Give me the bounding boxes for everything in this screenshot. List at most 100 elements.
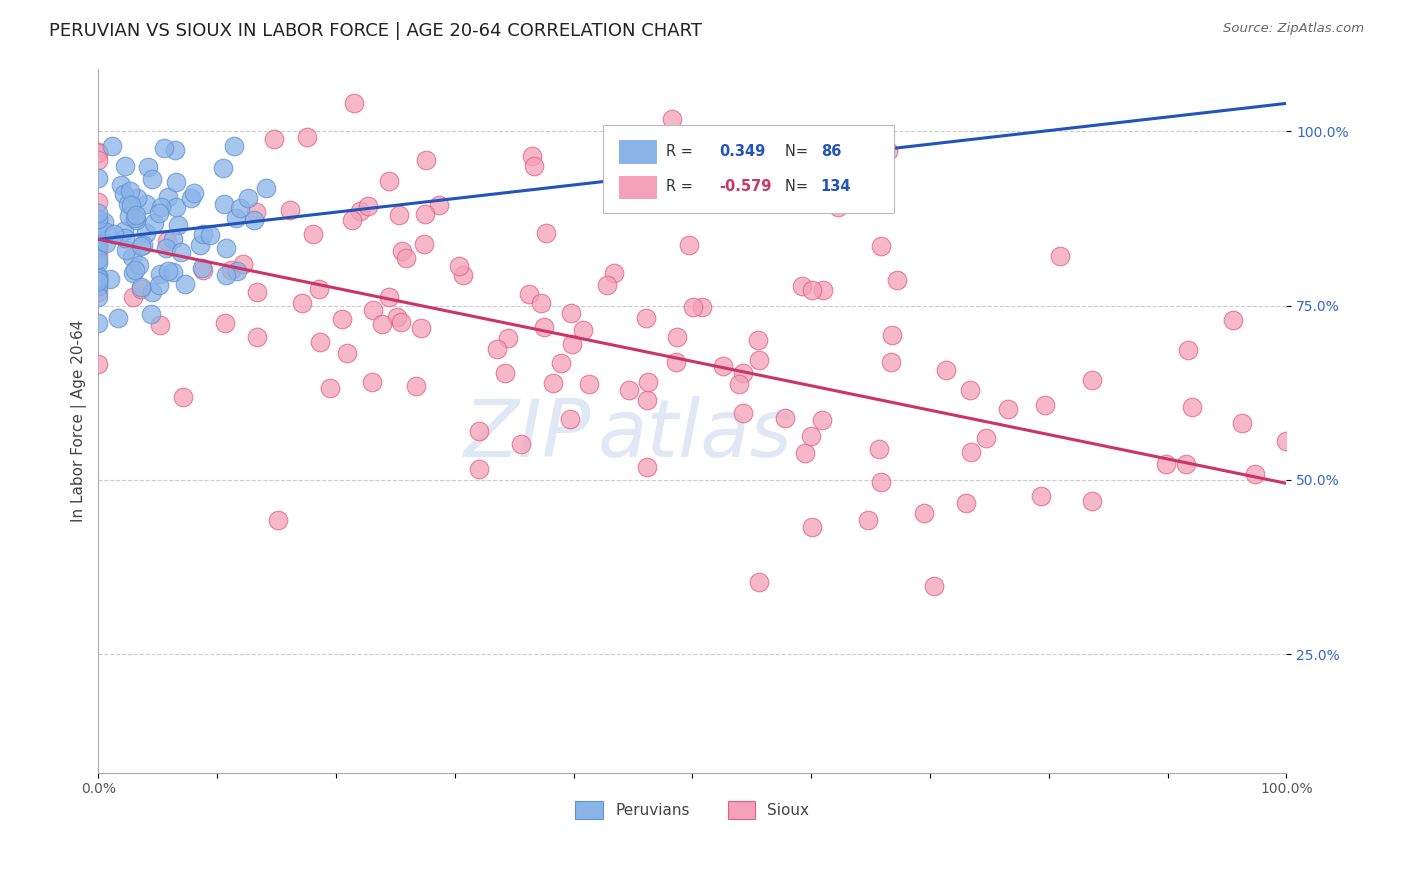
Point	[308, 282, 330, 296]
Point	[121, 250, 143, 264]
Point	[115, 243, 138, 257]
Point	[225, 264, 247, 278]
Point	[415, 207, 437, 221]
Point	[1275, 434, 1298, 448]
Point	[509, 437, 531, 451]
Point	[211, 161, 233, 175]
Text: atlas: atlas	[598, 396, 792, 474]
Point	[388, 208, 411, 222]
Point	[571, 323, 593, 337]
Point	[517, 286, 540, 301]
Point	[117, 197, 139, 211]
Point	[87, 278, 110, 293]
Point	[468, 424, 491, 438]
Point	[665, 329, 688, 343]
Point	[1222, 313, 1244, 327]
Point	[974, 431, 997, 445]
Point	[389, 315, 412, 329]
Point	[229, 201, 252, 215]
Point	[118, 184, 141, 198]
Point	[800, 283, 823, 297]
Point	[409, 321, 432, 335]
Point	[560, 305, 582, 319]
Point	[858, 513, 880, 527]
Point	[246, 285, 269, 300]
Point	[682, 300, 704, 314]
Point	[427, 197, 450, 211]
Point	[214, 316, 236, 330]
Point	[87, 195, 110, 210]
Point	[879, 354, 901, 368]
Text: N=: N=	[785, 179, 813, 194]
Point	[125, 191, 148, 205]
Point	[87, 206, 110, 220]
Point	[637, 392, 659, 407]
Point	[129, 239, 152, 253]
Point	[165, 200, 187, 214]
Point	[669, 184, 692, 198]
Point	[215, 241, 238, 255]
Point	[596, 277, 619, 292]
Point	[225, 211, 247, 226]
Point	[1181, 400, 1204, 414]
Point	[447, 259, 470, 273]
Text: -0.579: -0.579	[720, 179, 772, 194]
Point	[870, 475, 893, 489]
Point	[880, 327, 903, 342]
Point	[308, 334, 330, 349]
Text: R =: R =	[666, 179, 697, 194]
Point	[357, 199, 380, 213]
Point	[101, 139, 124, 153]
Point	[87, 235, 110, 250]
Point	[343, 96, 366, 111]
Point	[136, 160, 159, 174]
Point	[193, 227, 215, 241]
Point	[245, 205, 267, 219]
Point	[1049, 249, 1071, 263]
Point	[87, 237, 110, 252]
Point	[112, 224, 135, 238]
Point	[87, 153, 110, 167]
Point	[87, 274, 110, 288]
Point	[155, 242, 177, 256]
Point	[935, 363, 957, 377]
Point	[391, 244, 413, 259]
Point	[124, 208, 146, 222]
Point	[637, 375, 659, 389]
Point	[800, 429, 823, 443]
Point	[246, 330, 269, 344]
Point	[167, 219, 190, 233]
Point	[413, 236, 436, 251]
Point	[162, 265, 184, 279]
Point	[811, 413, 834, 427]
Point	[191, 262, 214, 277]
Point	[156, 190, 179, 204]
Point	[87, 145, 110, 159]
Point	[924, 579, 946, 593]
Point	[731, 406, 754, 420]
Point	[451, 268, 474, 283]
Point	[132, 238, 155, 252]
FancyBboxPatch shape	[619, 176, 657, 200]
Point	[868, 442, 890, 456]
Point	[665, 355, 688, 369]
Point	[1154, 457, 1177, 471]
Point	[165, 176, 187, 190]
Point	[498, 331, 520, 345]
Point	[87, 316, 110, 330]
Point	[912, 506, 935, 520]
Point	[1033, 398, 1056, 412]
Point	[530, 295, 553, 310]
Point	[869, 238, 891, 252]
Point	[87, 252, 110, 267]
Point	[1081, 493, 1104, 508]
Point	[801, 520, 824, 534]
Point	[174, 277, 197, 292]
Point	[378, 290, 401, 304]
Point	[634, 311, 657, 326]
Point	[114, 231, 136, 245]
Point	[103, 227, 125, 241]
Point	[385, 310, 408, 325]
Point	[834, 147, 856, 161]
Point	[291, 296, 314, 310]
